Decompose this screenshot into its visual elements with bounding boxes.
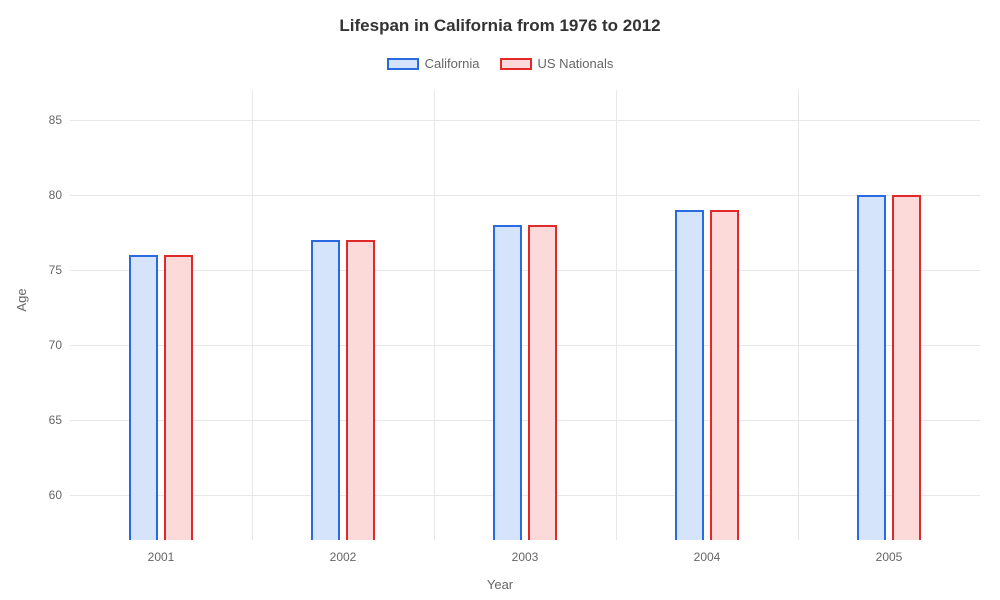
gridline-vertical	[252, 90, 253, 540]
legend-label: California	[425, 56, 480, 71]
x-tick-label: 2001	[148, 540, 175, 564]
bar	[493, 225, 522, 540]
bar	[129, 255, 158, 540]
legend-label: US Nationals	[538, 56, 614, 71]
y-tick-label: 80	[49, 188, 70, 202]
gridline-horizontal	[70, 420, 980, 421]
legend-swatch	[500, 58, 532, 70]
x-axis-label: Year	[0, 577, 1000, 592]
gridline-horizontal	[70, 270, 980, 271]
y-tick-label: 75	[49, 263, 70, 277]
chart-title: Lifespan in California from 1976 to 2012	[0, 16, 1000, 36]
legend: California US Nationals	[0, 56, 1000, 75]
gridline-horizontal	[70, 495, 980, 496]
legend-swatch	[387, 58, 419, 70]
bar	[892, 195, 921, 540]
gridline-vertical	[798, 90, 799, 540]
gridline-vertical	[616, 90, 617, 540]
plot-area: 60657075808520012002200320042005	[70, 90, 980, 540]
y-tick-label: 70	[49, 338, 70, 352]
lifespan-chart: Lifespan in California from 1976 to 2012…	[0, 0, 1000, 600]
y-axis-label: Age	[14, 288, 29, 311]
y-tick-label: 85	[49, 113, 70, 127]
bar	[528, 225, 557, 540]
x-tick-label: 2002	[330, 540, 357, 564]
legend-item: California	[387, 56, 480, 71]
bar	[346, 240, 375, 540]
y-tick-label: 60	[49, 488, 70, 502]
y-tick-label: 65	[49, 413, 70, 427]
x-tick-label: 2003	[512, 540, 539, 564]
gridline-horizontal	[70, 195, 980, 196]
bar	[710, 210, 739, 540]
bar	[164, 255, 193, 540]
gridline-horizontal	[70, 120, 980, 121]
legend-item: US Nationals	[500, 56, 614, 71]
bar	[311, 240, 340, 540]
gridline-vertical	[434, 90, 435, 540]
bar	[675, 210, 704, 540]
bar	[857, 195, 886, 540]
x-tick-label: 2004	[694, 540, 721, 564]
gridline-horizontal	[70, 345, 980, 346]
x-tick-label: 2005	[876, 540, 903, 564]
